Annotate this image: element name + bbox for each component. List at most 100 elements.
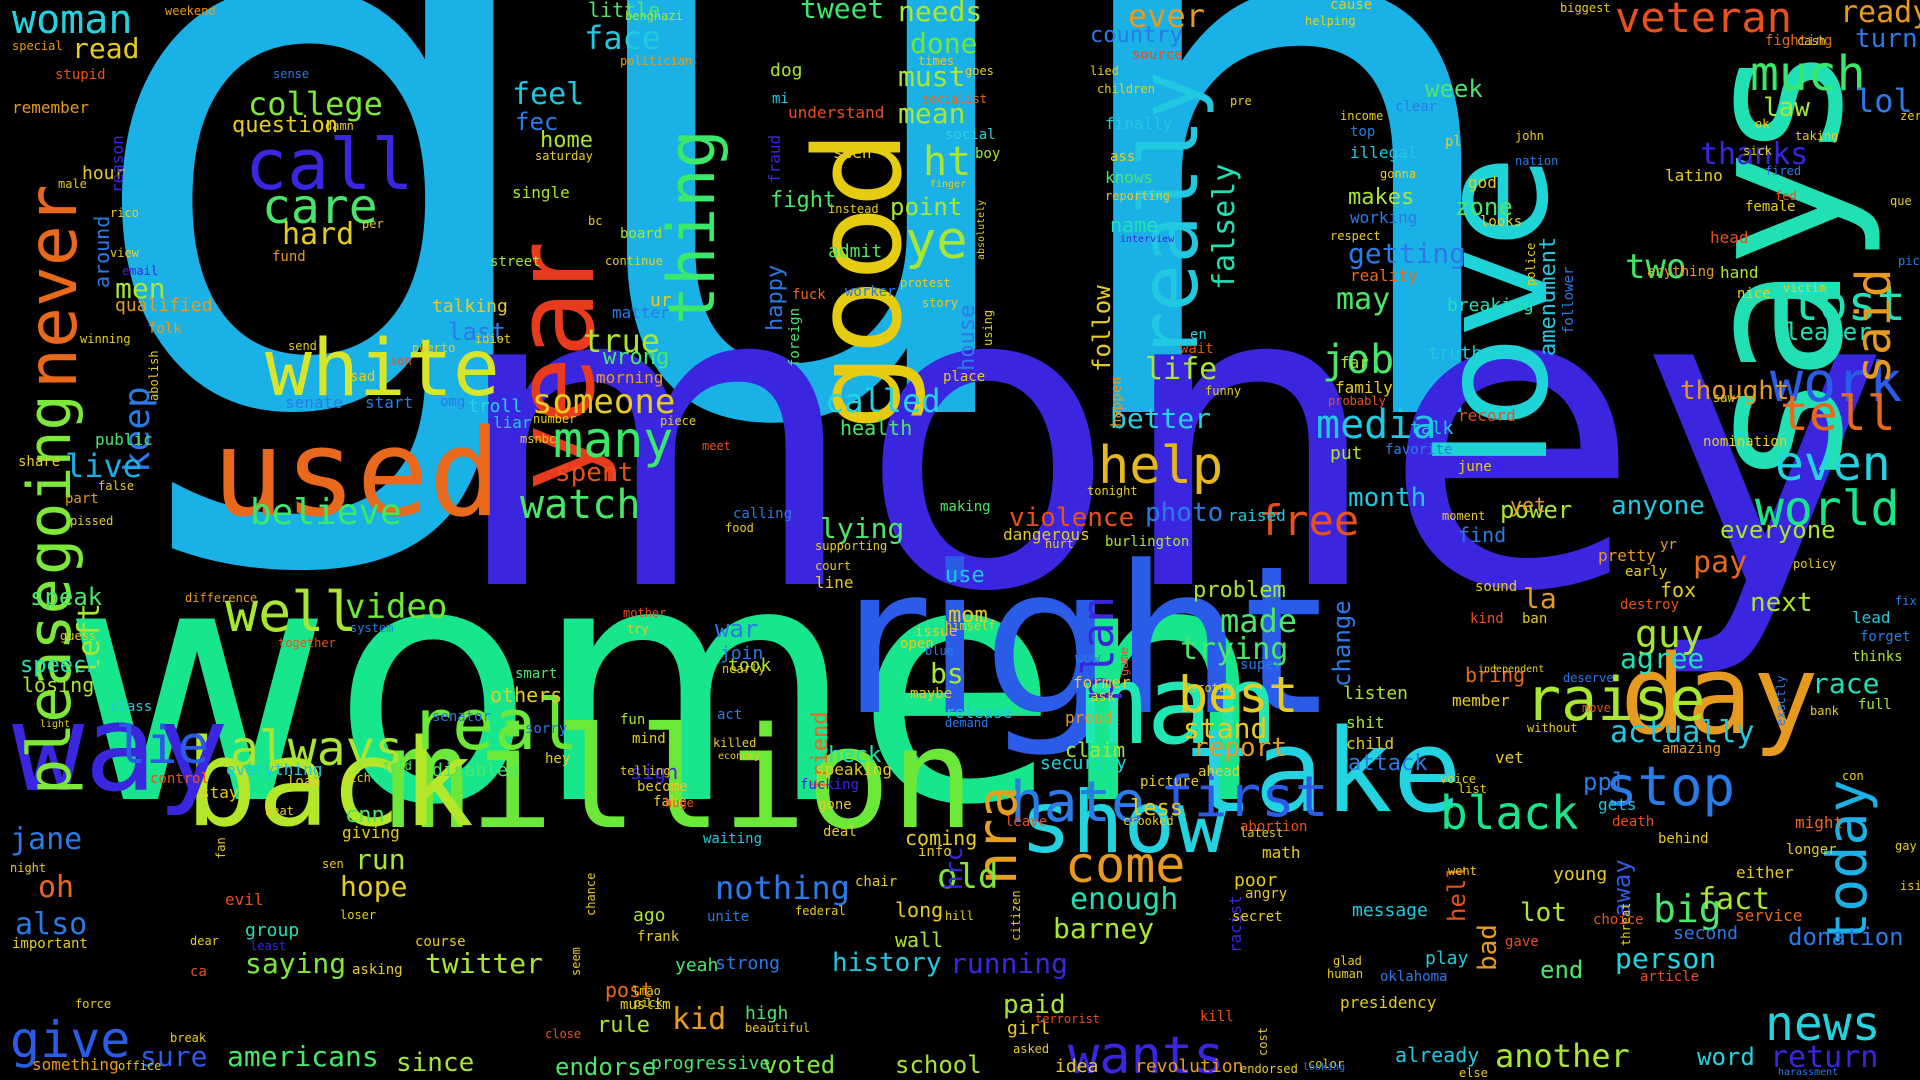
word-lie: lie: [115, 716, 209, 776]
word-attack: attack: [1348, 751, 1428, 776]
word-come: come: [1065, 836, 1186, 894]
word-read: read: [72, 32, 140, 65]
word-group: group: [245, 920, 300, 941]
word-cash: cash: [1797, 34, 1826, 48]
word-mean: mean: [898, 97, 966, 130]
word-destroy: destroy: [1620, 597, 1680, 613]
word-face: face: [584, 19, 662, 57]
word-lying: lying: [820, 512, 905, 545]
word-live: live: [65, 447, 143, 485]
word-sorry: sorry: [525, 721, 568, 737]
word-court: court: [815, 559, 852, 573]
word-latest: latest: [1240, 826, 1284, 840]
word-problem: problem: [1193, 578, 1286, 603]
word-place: place: [943, 369, 986, 385]
word-scotus: scotus: [1190, 681, 1234, 695]
word-free: free: [1258, 496, 1360, 545]
word-pick: pick: [634, 996, 663, 1010]
word-oklahoma: oklahoma: [1380, 969, 1448, 985]
word-pissed: pissed: [70, 514, 114, 528]
word-social: social: [945, 127, 996, 143]
word-working: working: [1350, 208, 1418, 227]
word-kind: kind: [1470, 611, 1504, 627]
word-spent: spent: [555, 458, 634, 488]
word-using: using: [981, 309, 995, 346]
word-con: con: [1842, 769, 1864, 783]
word-terrorist: terrorist: [1035, 1012, 1101, 1026]
word-muslim: muslim: [620, 997, 671, 1013]
word-pretty: pretty: [1598, 546, 1656, 565]
word-dangerous: dangerous: [1003, 525, 1090, 544]
word-en: en: [1190, 327, 1207, 343]
word-move: move: [1582, 701, 1611, 715]
word-others: others: [490, 683, 563, 707]
word-woman: woman: [12, 0, 133, 43]
word-exactly: exactly: [1774, 675, 1788, 726]
word-fuck: fuck: [792, 287, 826, 303]
word-something: something: [32, 1055, 119, 1074]
word-gave: gave: [1505, 934, 1539, 950]
word-zone: zone: [1455, 193, 1513, 221]
word-may: may: [1336, 282, 1391, 317]
word-story: story: [922, 296, 959, 310]
word-info: info: [918, 844, 952, 860]
word-presidency: presidency: [1340, 993, 1437, 1012]
word-nothing: nothing: [715, 869, 850, 907]
word-looks: looks: [1480, 214, 1523, 230]
word-deserve: deserve: [1563, 671, 1614, 685]
word-socialist: socialist: [922, 92, 988, 106]
word-burlington: burlington: [1105, 534, 1190, 550]
word-raised: raised: [1228, 506, 1286, 525]
word-best: best: [1178, 666, 1299, 724]
word-man: man: [1080, 641, 1279, 769]
word-understand: understand: [788, 103, 885, 122]
word-hour: hour: [82, 163, 126, 184]
word-saturday: saturday: [535, 149, 593, 163]
word-take: take: [1185, 705, 1462, 839]
word-weekend: weekend: [165, 4, 216, 18]
word-lmao: lmao: [632, 984, 661, 998]
word-wants: wants: [1068, 1026, 1225, 1080]
word-wow: wow: [1075, 651, 1101, 667]
word-hill: hill: [945, 909, 974, 923]
word-money: money: [450, 195, 1890, 684]
word-run: run: [355, 843, 406, 876]
word-ca: ca: [190, 964, 207, 980]
word-death: death: [1612, 814, 1655, 830]
word-truth: truth: [1428, 343, 1483, 364]
word-kid: kid: [672, 1002, 727, 1037]
word-list: list: [1458, 782, 1487, 796]
word-also: also: [15, 907, 88, 942]
word-politician: politician: [620, 54, 693, 68]
word-black: black: [1440, 786, 1579, 840]
word-admit: admit: [828, 241, 883, 262]
word-boy: boy: [975, 146, 1001, 162]
word-abolish: abolish: [147, 350, 161, 401]
word-service: service: [1735, 906, 1803, 925]
word-fighting: fighting: [1765, 33, 1833, 49]
word-chance: chance: [584, 872, 598, 916]
word-today: today: [1815, 779, 1879, 945]
word-veteran: veteran: [1615, 0, 1793, 42]
word-progressive: progressive: [651, 1053, 771, 1074]
word-longer: longer: [1786, 842, 1837, 858]
word-claim: claim: [1065, 738, 1126, 762]
word-male: male: [58, 177, 87, 191]
word-threat: threat: [1619, 902, 1633, 946]
word-find: find: [1458, 523, 1507, 547]
word-gets: gets: [1598, 795, 1637, 814]
word-saw: saw: [1713, 391, 1735, 405]
word-week: week: [1425, 75, 1483, 103]
word-giving: giving: [342, 823, 400, 842]
word-reporting: reporting: [1105, 189, 1171, 203]
word-photo: photo: [1145, 498, 1224, 528]
word-getting: getting: [1348, 237, 1467, 270]
word-protest: protest: [900, 276, 951, 290]
word-word: word: [1697, 1043, 1755, 1071]
word-ask: ask: [1090, 689, 1116, 705]
word-source: source: [1132, 47, 1183, 63]
word-war: war: [715, 615, 759, 643]
word-la: la: [1523, 582, 1557, 615]
word-guess: guess: [60, 629, 97, 643]
